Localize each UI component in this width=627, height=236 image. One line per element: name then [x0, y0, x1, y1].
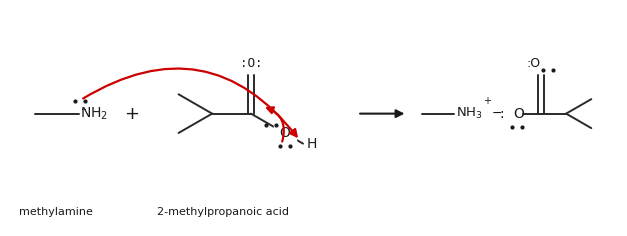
Text: 2-methylpropanoic acid: 2-methylpropanoic acid — [157, 206, 289, 217]
Text: H: H — [306, 137, 317, 151]
Text: :: : — [500, 107, 504, 121]
Text: O: O — [514, 107, 525, 121]
Text: $\mathrm{\cdot\!\cdot}$: $\mathrm{\cdot\!\cdot}$ — [80, 104, 87, 114]
Text: +: + — [125, 105, 140, 123]
Text: $\mathdefault{\cdot\!\cdot}$: $\mathdefault{\cdot\!\cdot}$ — [79, 111, 82, 116]
Text: $\mathrm{NH_3}$: $\mathrm{NH_3}$ — [455, 106, 483, 121]
Text: +: + — [483, 96, 491, 105]
Text: O: O — [279, 126, 290, 140]
Text: :O: :O — [526, 57, 540, 70]
Text: $-$: $-$ — [491, 106, 502, 119]
Text: methylamine: methylamine — [19, 206, 93, 217]
Text: $\mathrm{NH_2}$: $\mathrm{NH_2}$ — [80, 105, 108, 122]
Text: :O:: :O: — [240, 57, 262, 70]
